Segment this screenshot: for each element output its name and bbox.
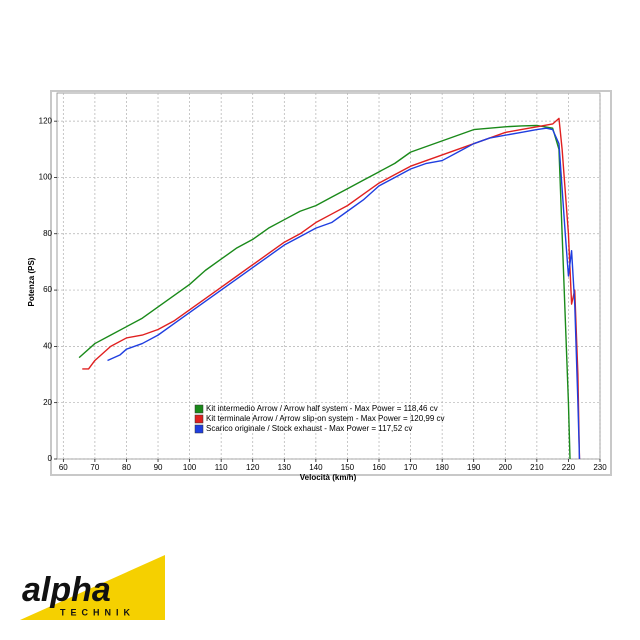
x-tick-label: 200 <box>499 463 513 472</box>
x-tick-label: 160 <box>372 463 386 472</box>
x-tick-label: 210 <box>530 463 544 472</box>
x-tick-label: 110 <box>215 463 228 472</box>
x-axis-label: Velocità (km/h) <box>300 473 357 482</box>
series-line <box>82 117 581 460</box>
y-tick-label: 0 <box>48 454 53 463</box>
plot-area <box>56 92 601 460</box>
legend-swatch <box>194 424 204 434</box>
x-tick-label: 130 <box>278 463 292 472</box>
x-tick-label: 120 <box>246 463 260 472</box>
logo-text: alpha <box>22 571 111 609</box>
x-tick-label: 230 <box>593 463 607 472</box>
y-tick-label: 40 <box>43 341 52 350</box>
x-tick-label: 140 <box>309 463 323 472</box>
x-tick-label: 180 <box>435 463 449 472</box>
y-tick-label: 60 <box>43 285 52 294</box>
y-tick-label: 100 <box>39 173 53 182</box>
legend-label: Kit terminale Arrow / Arrow slip-on syst… <box>206 414 445 423</box>
x-tick-label: 70 <box>90 463 99 472</box>
x-tick-label: 190 <box>467 463 481 472</box>
x-tick-label: 60 <box>59 463 68 472</box>
logo-shape <box>20 555 165 620</box>
x-tick-label: 220 <box>562 463 576 472</box>
y-axis-label: Potenza (PS) <box>27 257 36 306</box>
y-tick-label: 120 <box>39 116 53 125</box>
legend-swatch <box>194 414 204 424</box>
logo-subtext: TECHNIK <box>60 607 135 617</box>
series-line <box>107 127 581 460</box>
x-tick-label: 90 <box>154 463 163 472</box>
legend-label: Scarico originale / Stock exhaust - Max … <box>206 424 412 433</box>
x-tick-label: 80 <box>122 463 131 472</box>
legend-label: Kit intermedio Arrow / Arrow half system… <box>206 404 438 413</box>
y-tick-label: 80 <box>43 229 52 238</box>
x-tick-label: 100 <box>183 463 197 472</box>
y-tick-label: 20 <box>43 398 52 407</box>
x-tick-label: 150 <box>341 463 355 472</box>
legend-swatch <box>194 404 204 414</box>
x-tick-label: 170 <box>404 463 418 472</box>
